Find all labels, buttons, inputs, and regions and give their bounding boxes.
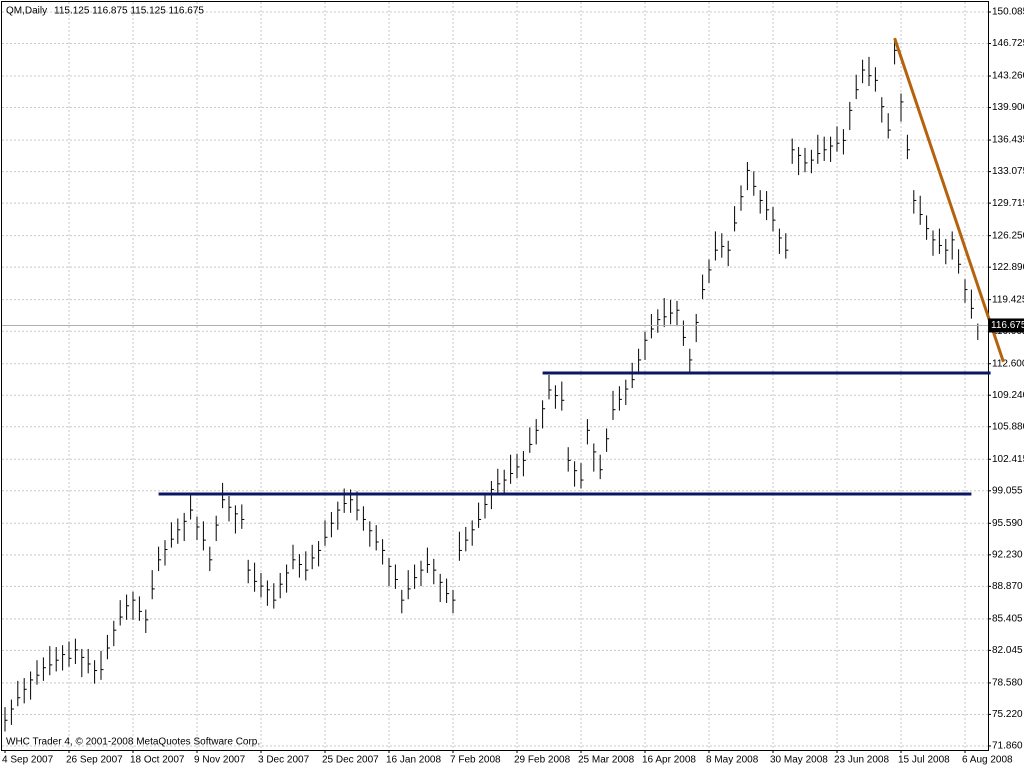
- plot-frame: [1, 1, 989, 751]
- y-tick-label: 146.725: [992, 38, 1024, 49]
- y-tick-label: 139.900: [992, 102, 1024, 113]
- y-tick-label: 95.590: [992, 518, 1023, 529]
- y-tick-label: 112.600: [992, 358, 1024, 369]
- x-tick-label: 9 Nov 2007: [194, 755, 246, 766]
- y-tick-label: 150.085: [992, 7, 1024, 18]
- x-tick-label: 8 May 2008: [706, 755, 759, 766]
- quote: 115.125 116.875 115.125 116.675: [54, 6, 204, 17]
- price-box-label: 116.675: [991, 320, 1024, 331]
- y-tick-label: 78.580: [992, 678, 1023, 689]
- x-tick-label: 18 Oct 2007: [130, 755, 185, 766]
- x-tick-label: 4 Sep 2007: [2, 755, 54, 766]
- y-tick-label: 82.045: [992, 645, 1023, 656]
- y-tick-label: 129.715: [992, 198, 1024, 209]
- x-tick-label: 23 Jun 2008: [834, 755, 889, 766]
- y-tick-label: 102.415: [992, 454, 1024, 465]
- y-tick-label: 88.870: [992, 581, 1023, 592]
- x-tick-label: 25 Dec 2007: [322, 755, 379, 766]
- x-tick-label: 30 May 2008: [770, 755, 828, 766]
- y-tick-label: 75.220: [992, 709, 1023, 720]
- y-tick-label: 119.425: [992, 294, 1024, 305]
- x-tick-label: 7 Feb 2008: [450, 755, 501, 766]
- y-tick-label: 71.860: [992, 741, 1023, 752]
- x-tick-label: 25 Mar 2008: [578, 755, 635, 766]
- x-tick-label: 3 Dec 2007: [258, 755, 310, 766]
- drawn-line: [893, 37, 1005, 363]
- footer: WHC Trader 4, © 2001-2008 MetaQuotes Sof…: [6, 737, 260, 748]
- y-tick-label: 99.055: [992, 485, 1023, 496]
- x-tick-label: 6 Aug 2008: [962, 755, 1013, 766]
- y-tick-label: 143.260: [992, 71, 1024, 82]
- y-tick-label: 85.405: [992, 614, 1023, 625]
- y-tick-label: 122.890: [992, 262, 1024, 273]
- y-tick-label: 92.230: [992, 549, 1023, 560]
- x-tick-label: 26 Sep 2007: [66, 755, 123, 766]
- x-tick-label: 29 Feb 2008: [514, 755, 571, 766]
- y-tick-label: 126.250: [992, 230, 1024, 241]
- x-tick-label: 15 Jul 2008: [898, 755, 950, 766]
- y-tick-label: 109.240: [992, 390, 1024, 401]
- y-tick-label: 133.075: [992, 166, 1024, 177]
- x-tick-label: 16 Jan 2008: [386, 755, 441, 766]
- chart-title: QM,Daily: [6, 6, 47, 17]
- x-tick-label: 16 Apr 2008: [642, 755, 696, 766]
- plot-layer: [2, 2, 991, 753]
- y-tick-label: 105.880: [992, 421, 1024, 432]
- price-box: [988, 318, 1024, 333]
- y-tick-label: 136.435: [992, 135, 1024, 146]
